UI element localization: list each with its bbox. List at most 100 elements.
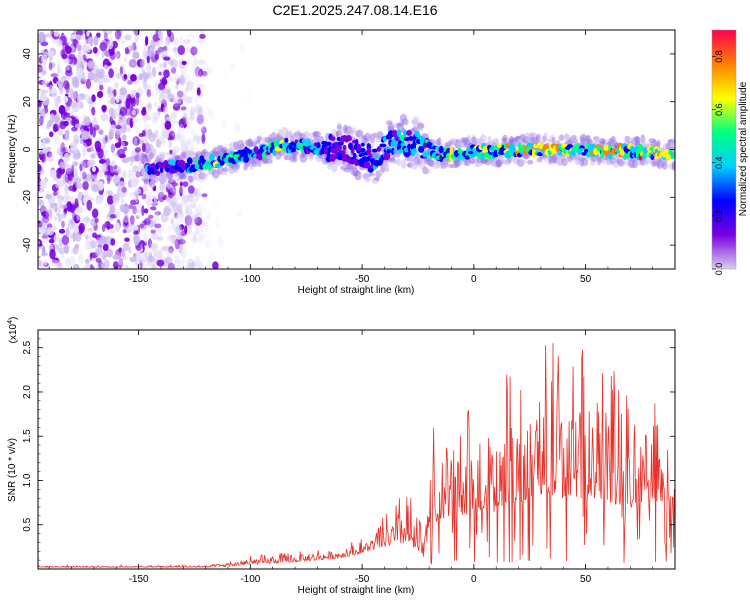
noise-blob (98, 129, 104, 135)
noise-blob (196, 212, 202, 219)
y-tick-label: 1.0 (22, 473, 33, 487)
noise-blob (170, 112, 177, 124)
noise-blob (186, 215, 192, 224)
noise-blob (76, 95, 82, 103)
noise-blob (87, 36, 93, 45)
noise-blob (83, 53, 89, 59)
noise-blob (112, 261, 119, 269)
noise-blob (66, 65, 70, 71)
noise-blob (235, 211, 242, 217)
noise-blob (130, 224, 139, 232)
noise-blob (199, 82, 203, 87)
noise-blob (195, 68, 202, 80)
noise-blob (146, 198, 151, 210)
noise-blob (193, 45, 197, 56)
noise-blob (80, 168, 85, 180)
noise-blob (147, 214, 154, 219)
noise-blob (51, 170, 57, 178)
noise-blob (165, 116, 173, 121)
noise-blob (106, 195, 114, 205)
y-tick-label: 1.5 (22, 429, 33, 443)
noise-blob (194, 191, 200, 203)
noise-blob (99, 84, 104, 91)
noise-blob (124, 237, 130, 242)
noise-blob (189, 113, 195, 121)
noise-blob (60, 142, 66, 153)
snr-frame (37, 329, 676, 570)
noise-blob (174, 259, 182, 265)
noise-blob (201, 133, 206, 144)
ridge-core-blob (413, 147, 417, 154)
noise-blob (61, 253, 65, 259)
noise-blob (121, 158, 129, 164)
ridge-core-blob (261, 151, 267, 159)
noise-blob (159, 62, 168, 69)
noise-blob (162, 106, 168, 113)
noise-blob (200, 84, 207, 89)
noise-blob (106, 174, 111, 185)
noise-blob (191, 214, 199, 224)
ridge-halo-blob (331, 165, 338, 173)
noise-blob (86, 199, 93, 211)
ridge-halo-blob (188, 151, 196, 156)
noise-blob (142, 49, 148, 59)
noise-blob (168, 130, 176, 141)
ridge-core-blob (557, 151, 563, 156)
x-tick-label: -150 (129, 574, 149, 585)
noise-blob (121, 134, 127, 141)
ridge-core-blob (517, 142, 522, 149)
noise-blob (127, 169, 135, 180)
noise-blob (75, 61, 83, 70)
noise-blob (82, 171, 87, 180)
noise-blob (42, 153, 46, 163)
noise-blob (162, 46, 168, 51)
noise-blob (184, 214, 193, 226)
noise-blob (177, 75, 186, 85)
noise-blob (190, 46, 198, 56)
noise-blob (74, 243, 80, 250)
noise-blob (53, 202, 58, 213)
ridge-halo-blob (383, 161, 390, 172)
noise-blob (147, 191, 154, 200)
noise-blob (220, 119, 228, 129)
noise-blob (70, 109, 76, 114)
ridge-halo-blob (403, 119, 410, 125)
colorbar-bar (712, 30, 736, 269)
noise-blob (74, 167, 78, 176)
noise-blob (206, 211, 211, 220)
noise-blob (115, 168, 121, 173)
noise-blob (122, 170, 127, 179)
noise-blob (79, 163, 83, 172)
ridge-halo-blob (537, 133, 542, 143)
noise-blob (183, 111, 187, 116)
noise-blob (214, 202, 220, 209)
noise-blob (245, 90, 251, 102)
noise-blob (201, 65, 207, 75)
noise-blob (166, 234, 173, 243)
noise-blob (97, 246, 103, 255)
noise-blob (85, 78, 92, 90)
noise-blob (165, 151, 171, 158)
noise-blob (161, 127, 170, 139)
noise-blob (181, 235, 187, 245)
noise-blob (59, 121, 67, 130)
noise-blob (197, 106, 202, 118)
noise-blob (186, 220, 194, 229)
noise-blob (181, 194, 185, 200)
noise-blob (133, 166, 140, 172)
noise-blob (131, 150, 137, 156)
ridge-halo-blob (671, 161, 675, 171)
noise-blob (72, 246, 77, 253)
noise-blob (154, 54, 159, 61)
noise-blob (98, 68, 105, 79)
ridge-core-blob (336, 136, 341, 142)
noise-blob (103, 258, 110, 269)
noise-blob (200, 110, 206, 119)
noise-blob (150, 91, 154, 98)
ridge-core-blob (374, 154, 380, 159)
noise-blob (181, 116, 187, 125)
noise-blob (179, 78, 185, 86)
ridge-halo-blob (264, 159, 273, 164)
ridge-core-blob (383, 154, 390, 161)
noise-blob (185, 209, 190, 214)
